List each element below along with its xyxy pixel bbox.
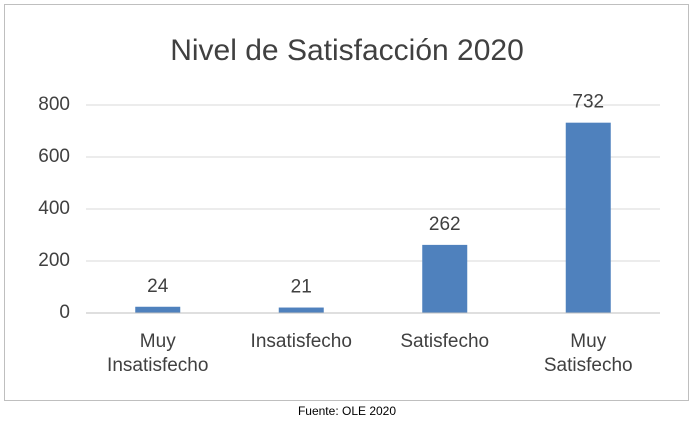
y-tick-label: 400: [38, 198, 70, 219]
data-label: 732: [572, 92, 604, 113]
x-tick-label: Muy Satisfecho: [543, 331, 633, 376]
y-tick-label: 800: [38, 94, 70, 115]
data-label: 262: [429, 214, 461, 235]
bar: [422, 244, 468, 313]
x-tick-label: Insatisfecho: [250, 331, 352, 352]
x-tick-label: Satisfecho: [400, 331, 490, 352]
data-label: 24: [147, 276, 169, 297]
y-tick-label: 200: [38, 250, 70, 271]
x-tick-label: Muy Insatisfecho: [107, 331, 209, 376]
chart-title: Nivel de Satisfacción 2020: [170, 34, 524, 67]
data-label: 21: [291, 277, 312, 298]
y-tick-label: 600: [38, 146, 70, 167]
bar: [278, 307, 324, 313]
source-note: Fuente: OLE 2020: [298, 404, 396, 418]
bar: [135, 306, 181, 313]
bar: [565, 122, 611, 314]
y-tick-label: 0: [59, 302, 70, 323]
